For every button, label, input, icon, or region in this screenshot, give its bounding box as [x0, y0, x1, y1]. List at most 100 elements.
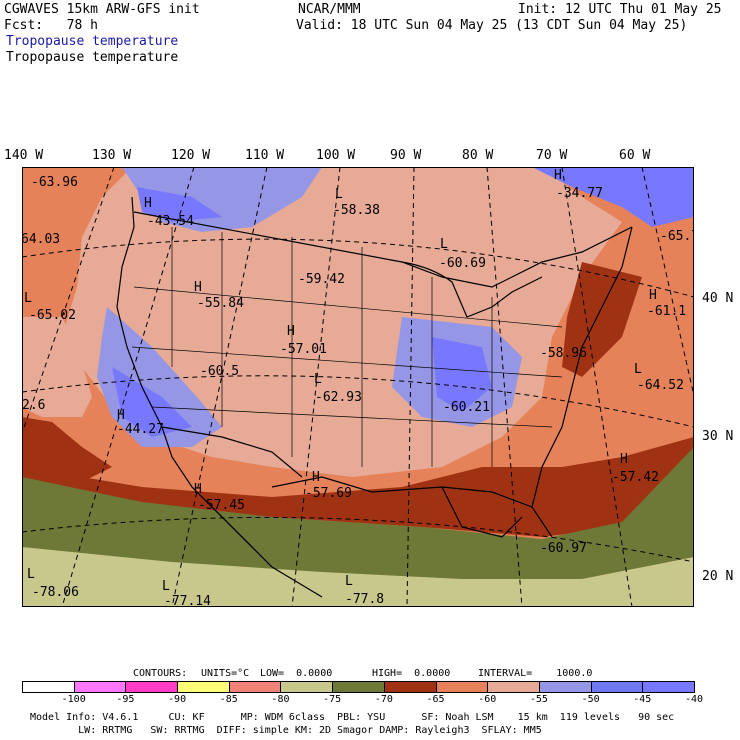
lon-label-90w: 90 W: [390, 148, 422, 163]
colorbar-swatch: [332, 681, 385, 693]
map-label: H: [554, 168, 562, 183]
colorbar-swatch: [125, 681, 179, 693]
contours-high: HIGH= 0.0000: [372, 668, 451, 679]
colorbar-tick-label: -80: [271, 694, 290, 705]
state-borders: [131, 227, 563, 467]
map-label: -59.42: [298, 272, 345, 287]
lon-line-60w: [641, 167, 694, 399]
model-info-line2: LW: RRTMG SW: RRTMG DIFF: simple KM: 2D …: [30, 725, 542, 736]
shade-olive: [22, 447, 694, 587]
shade-blue-west-core: [112, 367, 192, 437]
colorbar-tick-label: -45: [633, 694, 652, 705]
map-label: -65.02: [29, 308, 76, 323]
mexico-coast: [191, 486, 323, 598]
map-label: -34.77: [556, 186, 603, 201]
map-label: H: [312, 470, 320, 485]
map-label: 2.6: [22, 398, 45, 413]
lon-label-100w: 100 W: [316, 148, 356, 163]
shade-blue-nw-core: [137, 187, 222, 222]
forecast-hour: Fcst: 78 h: [4, 18, 98, 33]
yucatan: [441, 486, 523, 538]
map-label: L: [27, 567, 35, 582]
colorbar-swatch: [228, 681, 282, 693]
field-title-shaded: Tropopause temperature: [6, 34, 179, 49]
map-label: -63.96: [31, 175, 78, 190]
colorbar-swatch: [73, 681, 127, 693]
colorbar-swatch: [435, 681, 489, 693]
lon-label-70w: 70 W: [536, 148, 568, 163]
lon-line-90w: [406, 167, 415, 607]
colorbar-tick-label: -70: [374, 694, 393, 705]
map-label: -65.7: [660, 229, 694, 244]
lat-label-30n: 30 N: [702, 429, 734, 444]
map-label: -78.06: [32, 585, 79, 600]
map-labels: -63.96 H -43.54 64.03 L -65.02 H -55.84 …: [22, 168, 694, 607]
lon-label-80w: 80 W: [462, 148, 494, 163]
map-label: -58.96: [540, 346, 587, 361]
map-label: H: [649, 288, 657, 303]
map-label: L: [162, 579, 170, 594]
map-label: -60.69: [439, 256, 486, 271]
shade-red-south: [22, 437, 694, 537]
map-label: H: [194, 280, 202, 295]
colorbar-tick-label: -65: [426, 694, 445, 705]
map-frame: [22, 167, 694, 607]
map-label: -61.1: [647, 304, 686, 319]
map-label: L: [314, 372, 322, 387]
map-label: 64.03: [22, 232, 60, 247]
contours-label: CONTOURS:: [133, 668, 188, 679]
map-label: -77.8: [345, 592, 384, 607]
map-label: L: [345, 574, 353, 589]
map-label: -57.01: [280, 342, 327, 357]
shade-blue-midwest-core: [432, 337, 492, 412]
colorbar-tick-label: -100: [61, 694, 86, 705]
colorbar-tick-label: -90: [168, 694, 187, 705]
map-label: -57.42: [612, 470, 659, 485]
colorbar: [22, 681, 695, 693]
colorbar-swatch: [642, 681, 695, 693]
field-title-contour: Tropopause temperature: [6, 50, 179, 65]
colorbar-swatch: [177, 681, 230, 693]
shade-light-pink-west: [22, 317, 92, 417]
shade-red-west: [22, 417, 112, 482]
lon-line-80w: [486, 167, 523, 607]
map-label: L: [634, 362, 642, 377]
colorbar-swatch: [280, 681, 334, 693]
map-label: L: [440, 237, 448, 252]
shade-blue-ne: [532, 167, 694, 227]
contours-units: UNITS=°C: [201, 668, 250, 679]
lat-line-40n: [22, 238, 694, 298]
map-label: -57.45: [198, 498, 245, 513]
colorbar-swatch: [22, 681, 75, 693]
model-info-line1: Model Info: V4.6.1 CU: KF MP: WDM 6class…: [30, 712, 675, 723]
graticule: [22, 167, 694, 607]
colorbar-swatch: [590, 681, 644, 693]
map-label: -60.97: [540, 541, 587, 556]
map-label: L: [24, 291, 32, 306]
lat-label-20n: 20 N: [702, 569, 734, 584]
lon-label-110w: 110 W: [245, 148, 285, 163]
lat-line-30n: [22, 375, 694, 428]
map-label: H: [287, 324, 295, 339]
lat-label-40n: 40 N: [702, 291, 734, 306]
map-label: -57.69: [305, 486, 352, 501]
lon-label-120w: 120 W: [171, 148, 211, 163]
great-lakes: [401, 261, 543, 318]
lon-label-140w: 140 W: [4, 148, 44, 163]
coastlines: [116, 196, 633, 598]
colorbar-tick-label: -75: [323, 694, 342, 705]
map-label: -44.27: [117, 422, 164, 437]
colorbar-tick-label: -95: [116, 694, 135, 705]
map-label: -58.38: [333, 203, 380, 218]
map-label: -77.14: [164, 594, 211, 607]
colorbar-tick-label: -50: [581, 694, 600, 705]
shade-khaki: [22, 547, 694, 607]
map-label: L: [335, 187, 343, 202]
lon-line-110w: [171, 167, 268, 607]
map-label: H: [117, 408, 125, 423]
lat-line-20n: [22, 516, 694, 563]
mexico-border: [161, 426, 303, 478]
map-label: -43.54: [147, 214, 194, 229]
contours-interval: INTERVAL= 1000.0: [478, 668, 593, 679]
colorbar-tick-label: -55: [529, 694, 548, 705]
